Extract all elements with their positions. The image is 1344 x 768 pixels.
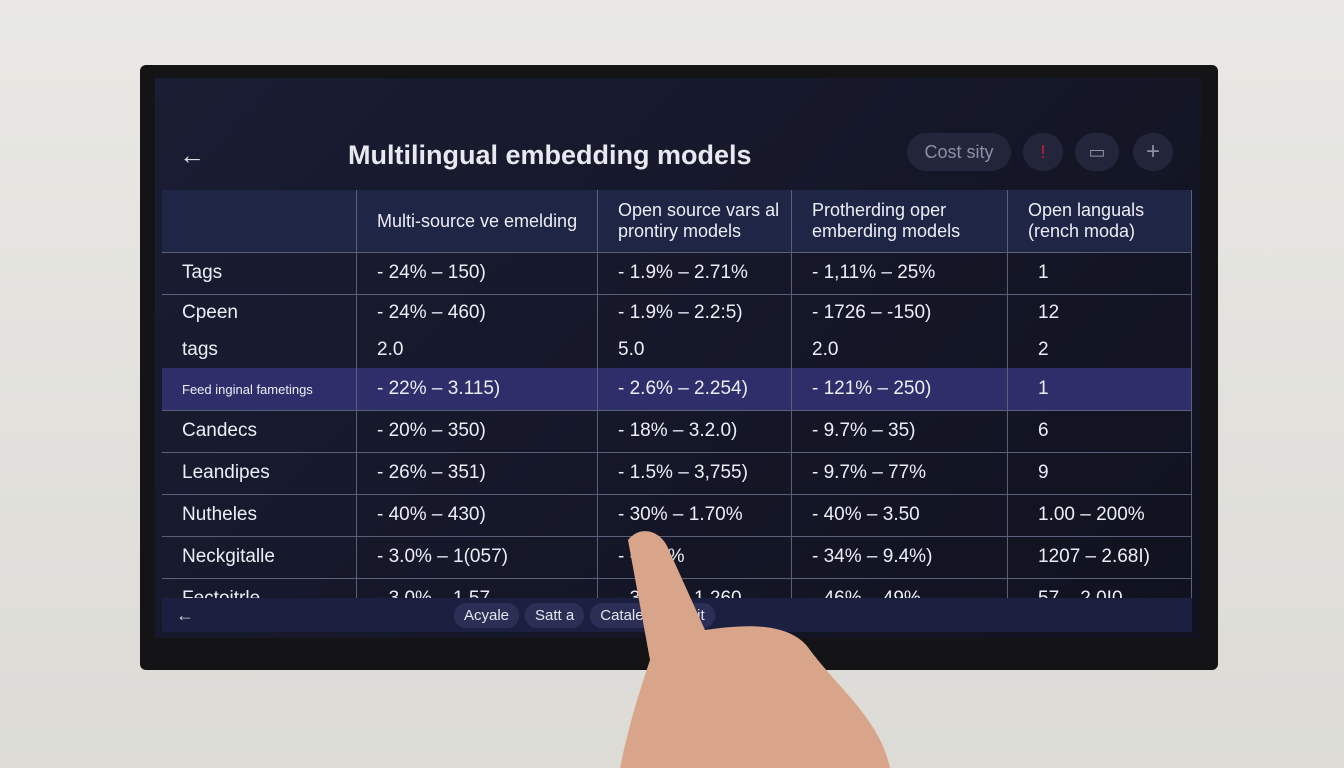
table-cell: - 1.9% – 2.71% [598,252,792,294]
table-cell: - 40% – 3.50 [792,494,1008,536]
table-cell: Neckgitalle [162,536,357,578]
table-row: Neckgitalle - 3.0% – 1(057) - - 3.1% - 34% … [162,536,1192,579]
table-cell: - 3.0% – 1.57 [357,578,598,600]
table-row: Cpeen tags - 24% – 460) 2.0 - 1.9% – 2.2:5) 5… [162,294,1192,369]
header-cell: Protherding oper emberding models [792,190,1008,252]
camera-button[interactable]: ▭ [1075,133,1119,171]
header-cell [162,190,357,252]
cell-line: - 1726 – -150) [812,301,932,323]
table-cell: - 18% – 3.2.0) [598,410,792,452]
table-cell: - 26% – 351) [357,452,598,494]
back-button[interactable]: ← [179,140,205,170]
table-cell: - 3.0% – 1(057) [357,536,598,578]
search[interactable]: Cost sity [907,133,1011,171]
cell-line: - 1.9% – 2.2:5) [618,301,743,323]
cell-line: 2.0 [812,338,839,360]
table-cell: 1.00 – 200% [1008,494,1192,536]
table-cell: 1 [1008,252,1192,294]
cell-line: 5.0 [618,338,645,360]
table-cell: - 1.9% – 2.2:5) 5.0 [598,294,792,368]
table-cell: - - 3.1% [598,536,792,578]
table-row: Candecs - 20% – 350) - 18% – 3.2.0) - 9.7% … [162,410,1192,453]
table-cell: - 24% – 460) 2.0 [357,294,598,368]
monitor: ← Multilingual embedding models Cost sit… [140,65,1218,670]
table-row: Leandipes - 26% – 351) - 1.5% – 3,755) - 9.… [162,452,1192,495]
alert-button[interactable]: ! [1023,133,1063,171]
header-cell: Multi-source ve emelding [357,190,598,252]
table-row: Tags - 24% – 150) - 1.9% – 2.71% - 1,11% – … [162,252,1192,295]
table-cell: - 9.7% – 35) [792,410,1008,452]
add-button[interactable]: + [1133,133,1173,171]
table-cell: - 40% – 430) [357,494,598,536]
table-cell: - 20% – 350) [357,410,598,452]
table-row: Feed inginal fametings - 22% – 3.115) - 2.… [162,368,1192,411]
table-cell: Feed inginal fametings [162,368,357,410]
cell-line: 12 [1038,301,1060,323]
table-cell: - 46% – 49% [792,578,1008,600]
table-cell: Candecs [162,410,357,452]
table-cell: Tags [162,252,357,294]
table-cell: 12 2 [1008,294,1192,368]
header-cell: Open source vars al prontiry models [598,190,792,252]
table: Multi-source ve emelding Open source vars… [162,190,1192,600]
table-cell: 1207 – 2.68I) [1008,536,1192,578]
table-cell: - 3.0% – 1.260 [598,578,792,600]
toolbar-back[interactable]: ← [176,604,194,625]
table-cell: 9 [1008,452,1192,494]
header-row: Multi-source ve emelding Open source vars… [162,190,1192,253]
table-cell: - 34% – 9.4%) [792,536,1008,578]
table-cell: Cpeen tags [162,294,357,368]
cell-line: Cpeen [182,301,238,323]
title: Multilingual embedding models [348,140,752,170]
table-cell: 1 [1008,368,1192,410]
table-cell: - 24% – 150) [357,252,598,294]
toolbar: ← Acyale Satt a Catale Hegit [162,598,1192,632]
table-cell: - 9.7% – 77% [792,452,1008,494]
table-cell: - 121% – 250) [792,368,1008,410]
toolbar-item[interactable]: Hegit [659,602,715,628]
toolbar-item[interactable]: Acyale [454,602,520,628]
table-cell: 57 – 2.0I0 [1008,578,1192,600]
header-cell: Open languals (rench moda) [1008,190,1192,252]
cell-line: tags [182,338,218,360]
cell-line: - 24% – 460) [377,301,486,323]
table-cell: Nutheles [162,494,357,536]
table-row: Nutheles - 40% – 430) - 30% – 1.70% - 40% –… [162,494,1192,537]
table-cell: - 22% – 3.115) [357,368,598,410]
table-row: Fectoitrle - 3.0% – 1.57- 3.0% – 1.260- 4… [162,578,1192,600]
cell-line: 2.0 [377,338,404,360]
toolbar-item[interactable]: Catale [590,602,654,628]
table-cell: - 1.5% – 3,755) [598,452,792,494]
table-cell: - 1,11% – 25% [792,252,1008,294]
table-cell: Leandipes [162,452,357,494]
toolbar-item[interactable]: Satt a [525,602,585,628]
cell-line: 2 [1038,338,1049,360]
table-cell: Fectoitrle [162,578,357,600]
screen: ← Multilingual embedding models Cost sit… [155,78,1201,638]
table-cell: 6 [1008,410,1192,452]
table-cell: - 30% – 1.70% [598,494,792,536]
table-cell: - 2.6% – 2.254) [598,368,792,410]
table-cell: - 1726 – -150) 2.0 [792,294,1008,368]
